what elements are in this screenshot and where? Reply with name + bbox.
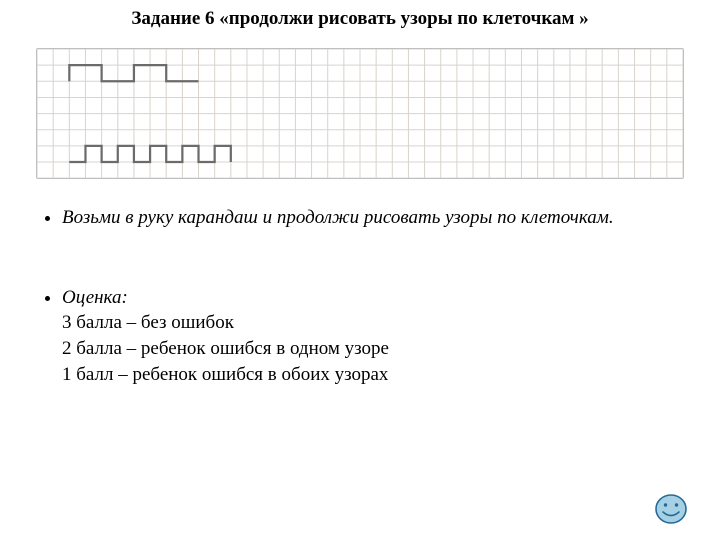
page-title: Задание 6 «продолжи рисовать узоры по кл… <box>36 8 684 30</box>
score-line-3: 1 балл – ребенок ошибся в обоих узорах <box>62 362 684 388</box>
grid-svg <box>37 49 683 178</box>
content-list: Возьми в руку карандаш и продолжи рисова… <box>36 205 684 387</box>
smiley-face-icon <box>654 492 688 526</box>
score-line-2: 2 балла – ребенок ошибся в одном узоре <box>62 336 684 362</box>
instruction-text: Возьми в руку карандаш и продолжи рисова… <box>62 207 614 228</box>
scoring-item: Оценка: 3 балла – без ошибок 2 балла – р… <box>62 285 684 388</box>
score-line-1: 3 балла – без ошибок <box>62 310 684 336</box>
instruction-item: Возьми в руку карандаш и продолжи рисова… <box>62 205 684 231</box>
grid-pattern-area <box>36 48 684 179</box>
scoring-label: Оценка: <box>62 287 128 308</box>
